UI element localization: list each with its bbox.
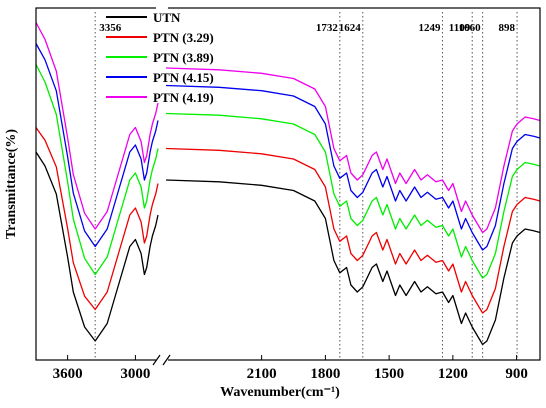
x-axis-title: Wavenumber(cm⁻¹) (220, 385, 340, 400)
peak-label-1732: 1732 (316, 22, 339, 34)
x-tick-label-900: 900 (505, 366, 528, 382)
series-line-ptn-3-89-right (165, 112, 541, 279)
legend-label: PTN (3.29) (153, 30, 214, 45)
peak-label-1109: 1109 (449, 22, 471, 34)
series-line-ptn-3-29-left (35, 127, 159, 311)
series-line-ptn-3-29-right (165, 147, 541, 314)
peak-label-898: 898 (499, 22, 516, 34)
peak-label-3356: 3356 (99, 22, 122, 34)
legend-label: PTN (4.19) (153, 90, 214, 105)
series-lines (35, 22, 541, 346)
axis-break-mark (152, 2, 171, 366)
series-line-ptn-3-89-left (35, 64, 159, 276)
legend-label: PTN (3.89) (153, 50, 214, 65)
x-tick-label-1800: 1800 (310, 366, 340, 382)
x-tick-label-1500: 1500 (374, 366, 404, 382)
plot-frame (35, 7, 541, 361)
series-line-ptn-4-15-left (35, 43, 159, 248)
x-tick-label-3600: 3600 (53, 366, 83, 382)
series-line-utn-right (165, 179, 541, 346)
series-line-ptn-4-15-right (165, 84, 541, 251)
series-line-utn-left (35, 151, 159, 342)
legend-label: UTN (153, 10, 181, 25)
y-axis-title: Transmittance(%) (4, 129, 19, 239)
peak-label-1060: 1060 (459, 22, 482, 34)
peak-label-1624: 1624 (339, 22, 362, 34)
peak-label-1249: 1249 (418, 22, 441, 34)
x-tick-label-1200: 1200 (438, 366, 468, 382)
legend: UTN PTN (3.29) PTN (3.89) PTN (4.15) PTN (4.… (106, 10, 214, 105)
x-tick-label-2100: 2100 (247, 366, 277, 382)
series-line-ptn-4-19-left (35, 22, 159, 230)
x-tick-label-3000: 3000 (120, 366, 150, 382)
x-axis-ticks: 3600 3000 2100 1800 1500 1200 900 (53, 355, 528, 382)
series-line-ptn-4-19-right (165, 67, 541, 234)
legend-label: PTN (4.15) (153, 70, 214, 85)
